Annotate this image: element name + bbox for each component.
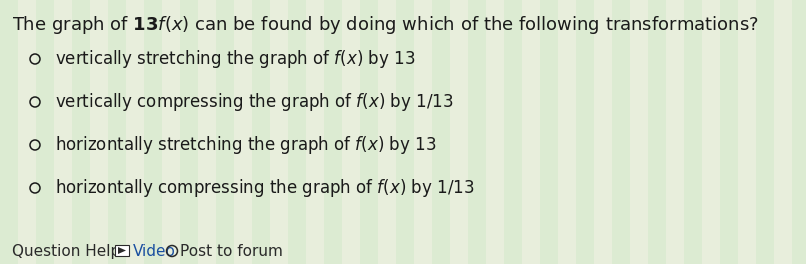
Text: vertically stretching the graph of $f(x)$ by 13: vertically stretching the graph of $f(x)…	[55, 48, 415, 70]
FancyBboxPatch shape	[115, 245, 129, 256]
Text: The graph of $\mathbf{13}f(x)$ can be found by doing which of the following tran: The graph of $\mathbf{13}f(x)$ can be fo…	[12, 14, 758, 36]
Polygon shape	[118, 247, 126, 254]
Text: vertically compressing the graph of $f(x)$ by 1/13: vertically compressing the graph of $f(x…	[55, 91, 454, 113]
Text: Video: Video	[133, 244, 176, 259]
Text: horizontally stretching the graph of $f(x)$ by 13: horizontally stretching the graph of $f(…	[55, 134, 436, 156]
Text: Question Help:: Question Help:	[12, 244, 126, 259]
Text: Post to forum: Post to forum	[180, 244, 283, 259]
Text: horizontally compressing the graph of $f(x)$ by 1/13: horizontally compressing the graph of $f…	[55, 177, 475, 199]
